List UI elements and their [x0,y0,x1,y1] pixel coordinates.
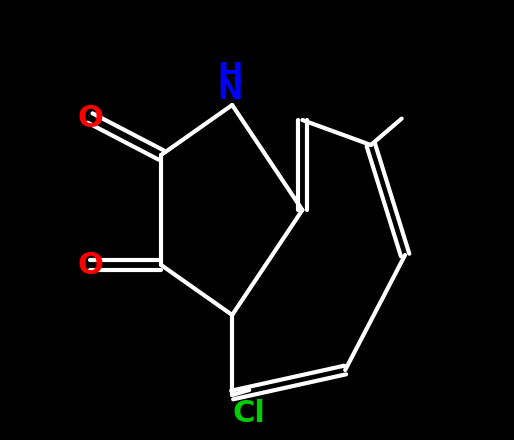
Text: N: N [217,76,243,105]
Text: H: H [217,61,243,90]
Text: O: O [77,103,103,132]
Text: O: O [77,250,103,279]
Text: Cl: Cl [233,399,266,428]
